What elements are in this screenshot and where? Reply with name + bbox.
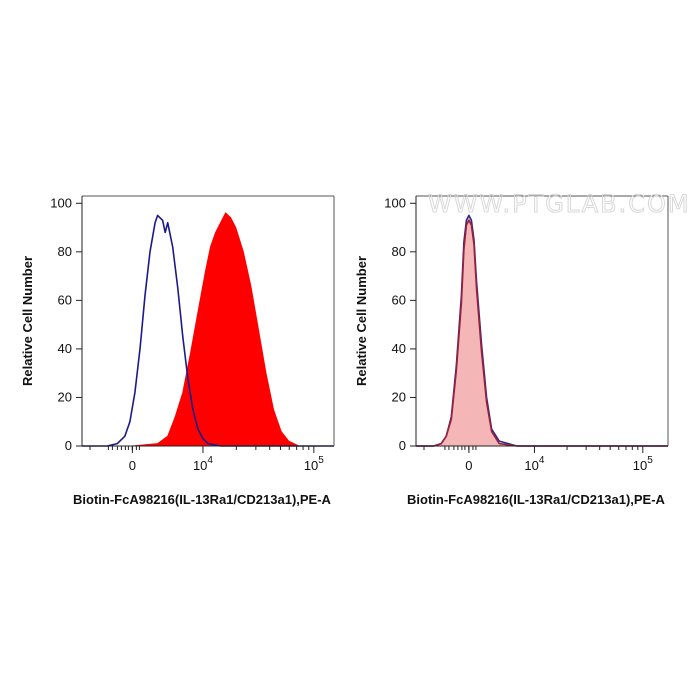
x-tick-exponent: 5	[647, 455, 653, 466]
y-tick-label: 60	[58, 292, 72, 307]
y-tick-label: 80	[392, 244, 406, 259]
x-axis-title: Biotin-FcA98216(IL-13Ra1/CD213a1),PE-A	[407, 492, 666, 507]
x-tick-base: 10	[193, 458, 207, 473]
y-tick-label: 100	[384, 195, 406, 210]
x-tick-exponent: 4	[539, 455, 545, 466]
x-tick-label: 0	[465, 458, 472, 473]
x-tick-label: 105	[304, 455, 324, 473]
x-tick-exponent: 5	[318, 455, 324, 466]
y-tick-label: 60	[392, 292, 406, 307]
x-tick-base: 10	[304, 458, 318, 473]
histogram-fill-0	[132, 212, 299, 447]
x-axis-title: Biotin-FcA98216(IL-13Ra1/CD213a1),PE-A	[73, 492, 332, 507]
x-tick-base: 0	[129, 458, 136, 473]
y-tick-label: 100	[50, 195, 72, 210]
histogram-fill-0	[416, 216, 668, 447]
y-tick-label: 20	[392, 389, 406, 404]
y-axis-title: Relative Cell Number	[354, 256, 369, 386]
histogram-line-1	[82, 214, 334, 447]
y-tick-label: 80	[58, 244, 72, 259]
watermark-text: WWW.PTGLAB.COM	[428, 190, 691, 218]
x-tick-label: 104	[524, 455, 544, 473]
x-tick-label: 104	[193, 455, 213, 473]
y-axis-title: Relative Cell Number	[20, 256, 35, 386]
y-tick-label: 20	[58, 389, 72, 404]
y-tick-label: 0	[65, 438, 72, 453]
y-tick-label: 40	[58, 341, 72, 356]
x-tick-base: 10	[633, 458, 647, 473]
histogram-line-2	[416, 219, 668, 447]
x-tick-exponent: 4	[207, 455, 213, 466]
y-tick-label: 40	[392, 341, 406, 356]
x-tick-base: 10	[524, 458, 538, 473]
x-tick-label: 105	[633, 455, 653, 473]
y-tick-label: 0	[399, 438, 406, 453]
x-tick-label: 0	[129, 458, 136, 473]
x-tick-base: 0	[465, 458, 472, 473]
